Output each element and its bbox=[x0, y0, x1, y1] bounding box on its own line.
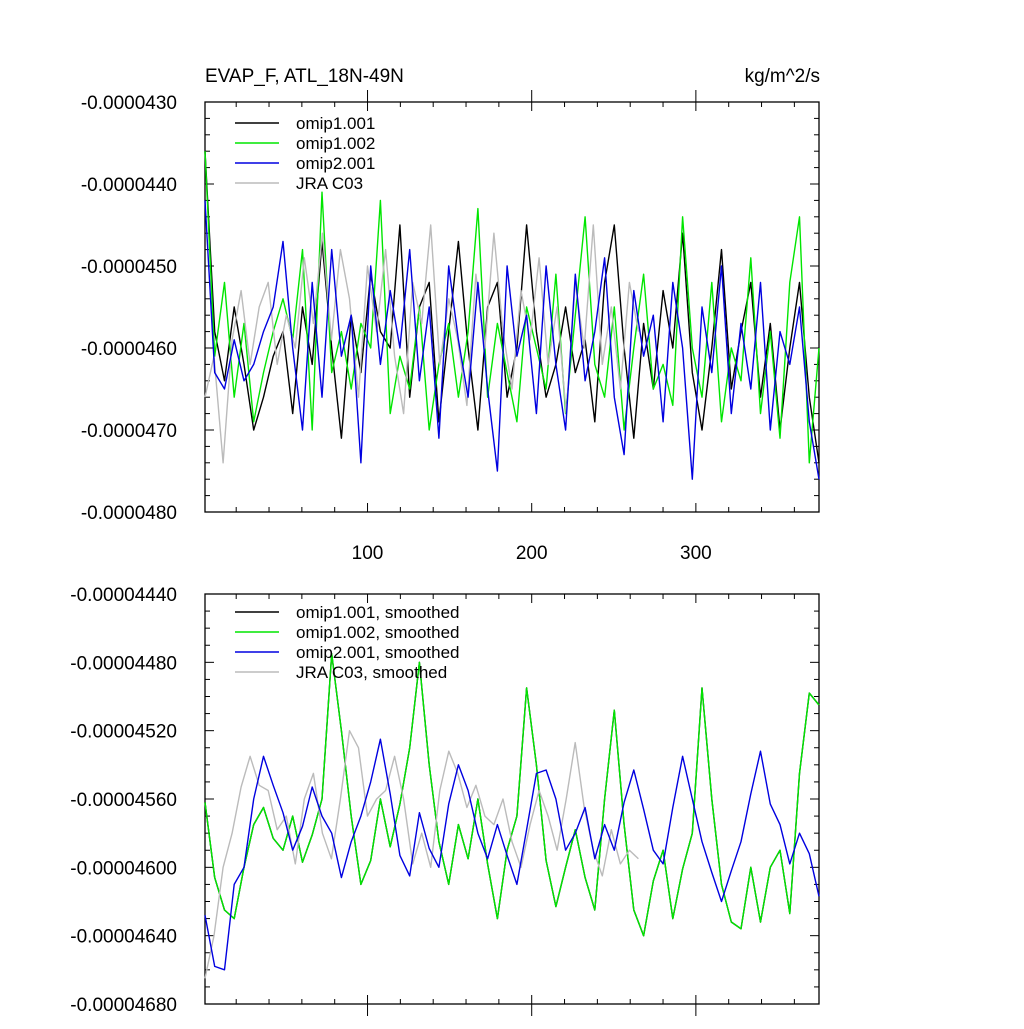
y-tick-label: -0.00004480 bbox=[70, 653, 177, 674]
bottom-series-lines bbox=[204, 653, 820, 979]
series-line-omip1-002 bbox=[204, 151, 820, 464]
legend-label: JRA C03, smoothed bbox=[296, 663, 447, 682]
legend-label: omip1.001 bbox=[296, 114, 375, 133]
y-tick-label: -0.00004680 bbox=[70, 995, 177, 1016]
y-tick-label: -0.0000460 bbox=[81, 339, 177, 360]
legend-label: JRA C03 bbox=[296, 174, 363, 193]
y-tick-label: -0.00004600 bbox=[70, 858, 177, 879]
top-y-tick-labels: -0.0000430 -0.0000440 -0.0000450 -0.0000460… bbox=[81, 93, 177, 524]
y-tick-label: -0.00004440 bbox=[70, 585, 177, 606]
top-panel: -0.0000430 -0.0000440 -0.0000450 -0.0000460… bbox=[81, 90, 820, 564]
chart-title: EVAP_F, ATL_18N-49N bbox=[205, 66, 404, 87]
y-tick-label: -0.0000480 bbox=[81, 503, 177, 524]
legend-label: omip1.002 bbox=[296, 134, 375, 153]
bottom-panel: -0.00004440 -0.00004480 -0.00004520 -0.0000… bbox=[70, 585, 820, 1016]
y-tick-label: -0.0000450 bbox=[81, 257, 177, 278]
y-tick-label: -0.0000440 bbox=[81, 175, 177, 196]
series-line-omip2-001 bbox=[204, 200, 820, 480]
top-series-lines bbox=[204, 151, 820, 480]
bottom-y-tick-labels: -0.00004440 -0.00004480 -0.00004520 -0.0000… bbox=[70, 585, 177, 1016]
bottom-axis-ticks bbox=[205, 593, 819, 1016]
series-line-jra-c03-smoothed bbox=[204, 730, 639, 979]
x-tick-label: 300 bbox=[680, 543, 712, 564]
top-x-tick-labels: 100 200 300 bbox=[352, 543, 712, 564]
top-plot-frame bbox=[204, 101, 820, 513]
legend-label: omip2.001, smoothed bbox=[296, 643, 460, 662]
series-line-omip1-001-smoothed bbox=[204, 653, 820, 937]
x-tick-label: 100 bbox=[352, 543, 384, 564]
series-line-omip2-001-smoothed bbox=[204, 738, 820, 971]
y-tick-label: -0.0000430 bbox=[81, 93, 177, 114]
legend-label: omip1.001, smoothed bbox=[296, 603, 460, 622]
legend-label: omip1.002, smoothed bbox=[296, 623, 460, 642]
y-tick-label: -0.00004640 bbox=[70, 927, 177, 948]
y-tick-label: -0.00004520 bbox=[70, 722, 177, 743]
series-line-omip1-002-smoothed bbox=[204, 653, 820, 937]
x-tick-label: 200 bbox=[516, 543, 548, 564]
legend-label: omip2.001 bbox=[296, 154, 375, 173]
y-tick-label: -0.00004560 bbox=[70, 790, 177, 811]
y-tick-label: -0.0000470 bbox=[81, 421, 177, 442]
top-axis-ticks bbox=[205, 90, 819, 513]
units-label: kg/m^2/s bbox=[745, 66, 820, 87]
